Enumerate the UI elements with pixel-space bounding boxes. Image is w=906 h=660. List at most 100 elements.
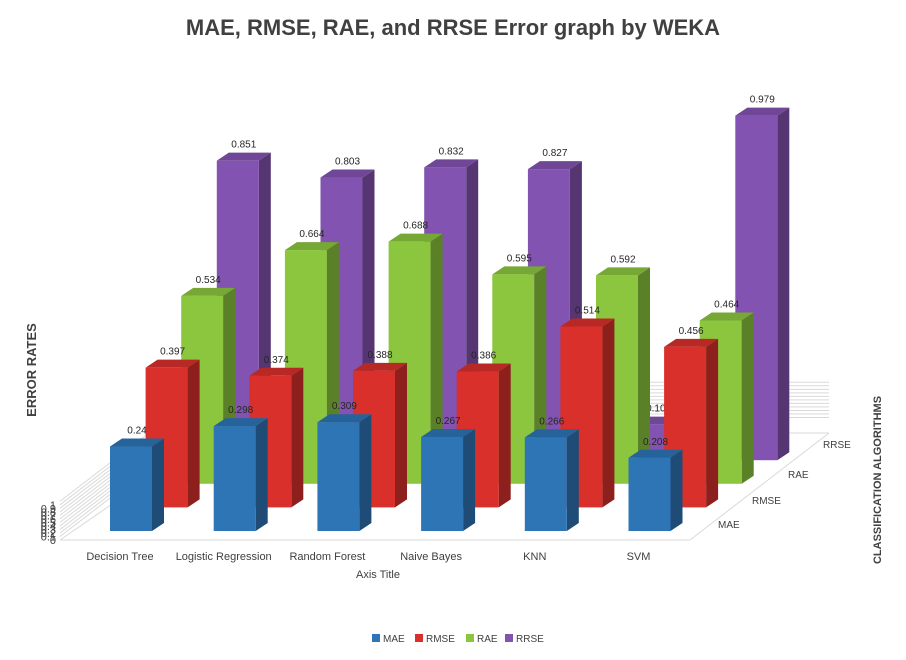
floor-right-edge [689, 432, 830, 541]
category-label: Decision Tree [86, 551, 153, 563]
data-label: 0.386 [471, 351, 496, 362]
depth-tick-label: RRSE [823, 440, 851, 451]
bar-front [421, 437, 464, 531]
bar-mae-3: 0.267 [421, 416, 476, 531]
bar-top [216, 152, 271, 161]
data-label: 0.397 [160, 347, 185, 358]
category-label: Random Forest [289, 551, 365, 563]
bar-side [638, 267, 650, 484]
legend-item-rrse: RRSE [505, 634, 544, 645]
bar-mae-1: 0.298 [213, 405, 268, 531]
bar-top [213, 418, 268, 427]
chart-title: MAE, RMSE, RAE, and RRSE Error graph by … [186, 15, 720, 40]
y-tick-label: 0.7 [41, 510, 56, 522]
bar-top [699, 312, 754, 321]
legend-label: RAE [477, 634, 498, 645]
y-tick-label: 0.3 [41, 524, 56, 536]
bar-side [359, 414, 372, 531]
bar-side [395, 362, 407, 508]
bar-top [421, 429, 476, 438]
data-label: 0.266 [539, 416, 564, 427]
bar-top [424, 159, 479, 168]
data-label: 0.595 [507, 253, 532, 264]
bar-side [152, 438, 164, 531]
bar-top [628, 449, 683, 458]
data-label: 0.388 [367, 350, 392, 361]
bar-top [181, 287, 236, 296]
bar-front [110, 446, 152, 531]
bar-front [628, 457, 671, 531]
depth-tick-label: RAE [788, 470, 809, 481]
legend-item-rmse: RMSE [415, 634, 455, 645]
data-label: 0.298 [228, 405, 253, 416]
bar-top [284, 242, 339, 251]
legend: MAE RMSE RAE RRSE [372, 634, 544, 645]
category-label: Naive Bayes [400, 551, 462, 563]
y-tick-label: 0.1 [41, 531, 56, 543]
y-tick-label: 0 [50, 535, 56, 547]
bar-top [320, 169, 375, 178]
bar-side [706, 338, 719, 508]
bar-top [353, 362, 407, 371]
bar-top [388, 233, 443, 242]
bar-top [527, 161, 582, 170]
bar-front [213, 426, 256, 531]
y-axis-title: ERROR RATES [24, 323, 39, 417]
data-label: 0.803 [335, 157, 360, 168]
data-label: 0.24 [127, 426, 147, 437]
y-tick-label: 0.5 [41, 517, 56, 529]
bar-top [249, 367, 304, 376]
x-axis-ticks: Decision Tree Logistic Regression Random F… [86, 551, 650, 563]
bar-side [777, 107, 790, 461]
data-label: 0.592 [610, 254, 635, 265]
bar-top [456, 363, 511, 372]
depth-axis-title: CLASSIFICATION ALGORITHMS [872, 396, 884, 564]
y-axis-ticks: 00.10.20.30.40.50.60.70.80.91 [41, 500, 56, 547]
bar-top [596, 267, 650, 276]
category-label: KNN [523, 551, 546, 563]
bar-side [463, 429, 476, 531]
x-axis-title: Axis Title [356, 569, 400, 581]
data-label: 0.208 [643, 437, 668, 448]
legend-label: RMSE [426, 634, 455, 645]
bar-top [492, 266, 547, 275]
data-label: 0.267 [436, 416, 461, 427]
category-label: SVM [627, 551, 651, 563]
data-label: 0.851 [231, 140, 256, 151]
data-label: 0.979 [750, 95, 775, 106]
y-tick-label: 0.6 [41, 514, 56, 526]
data-label: 0.832 [439, 146, 464, 157]
data-label: 0.664 [299, 229, 324, 240]
bar-top [145, 359, 200, 368]
legend-item-mae: MAE [372, 634, 405, 645]
legend-swatch [372, 634, 380, 642]
legend-swatch [505, 634, 513, 642]
legend-label: MAE [383, 634, 405, 645]
depth-tick-label: RMSE [752, 496, 781, 507]
bar-top [110, 438, 164, 447]
bar-side [566, 429, 579, 531]
legend-label: RRSE [516, 634, 544, 645]
bar-mae-0: 0.24 [110, 426, 164, 531]
bar-top [664, 338, 719, 347]
bars: 0.979 0.101 0.827 0.832 0.803 0.851 0.464 0.592… [110, 95, 790, 531]
bar-side [255, 418, 268, 531]
y-tick-label: 1 [50, 500, 56, 512]
bar-side [430, 233, 443, 484]
legend-swatch [415, 634, 423, 642]
data-label: 0.456 [679, 326, 704, 337]
data-label: 0.101 [646, 404, 671, 415]
depth-tick-label: MAE [718, 520, 740, 531]
bar-mae-4: 0.266 [524, 416, 579, 531]
category-label: Logistic Regression [176, 551, 272, 563]
y-tick-label: 0.8 [41, 507, 56, 519]
data-label: 0.534 [196, 275, 221, 286]
data-label: 0.374 [264, 355, 289, 366]
bar-top [317, 414, 372, 423]
bar-side [670, 449, 683, 531]
data-label: 0.464 [714, 299, 739, 310]
y-tick-label: 0.9 [41, 503, 56, 515]
bar-rmse-3: 0.386 [456, 351, 511, 508]
bar-top [524, 429, 579, 438]
